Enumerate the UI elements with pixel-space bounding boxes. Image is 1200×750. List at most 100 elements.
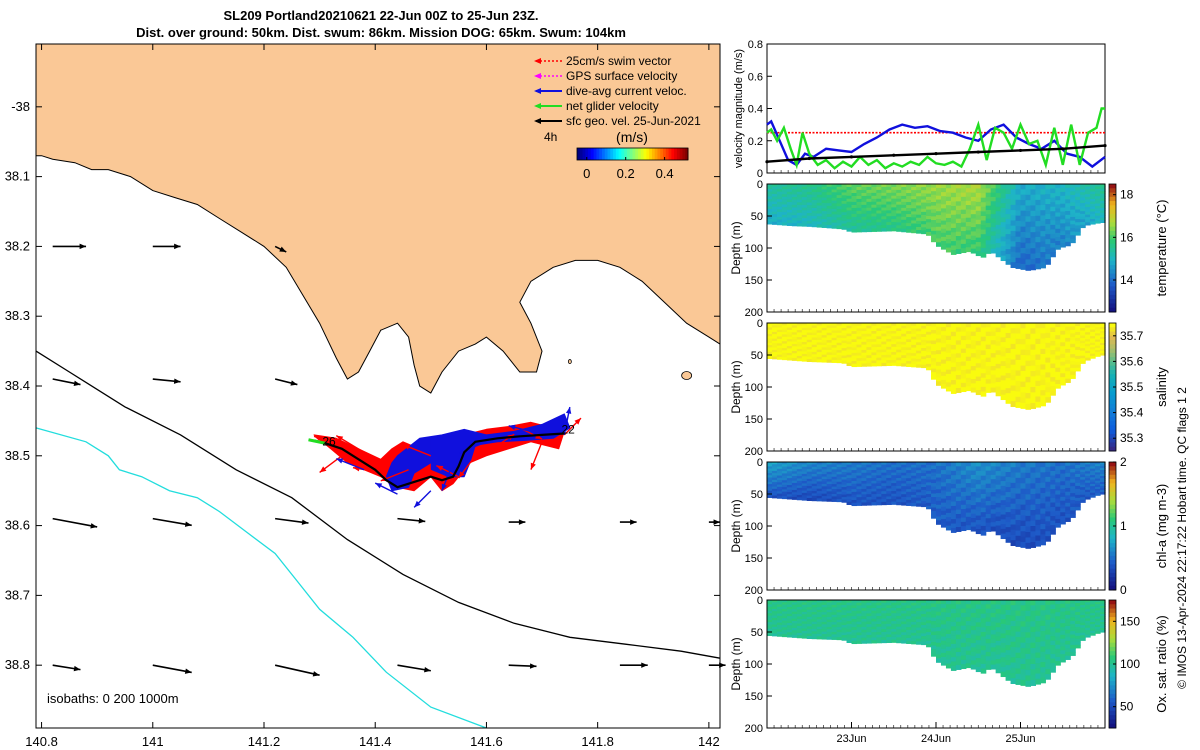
section-cell bbox=[881, 201, 887, 206]
section-cell bbox=[1085, 471, 1091, 475]
section-cell bbox=[931, 238, 937, 243]
section-colorbar-cell bbox=[1109, 252, 1116, 258]
section-cell bbox=[970, 608, 977, 614]
section-cell bbox=[791, 202, 798, 206]
section-cell bbox=[886, 344, 892, 348]
section-cell bbox=[950, 497, 957, 503]
section-cell bbox=[1005, 239, 1012, 245]
section-cell bbox=[955, 626, 962, 631]
section-cell bbox=[816, 471, 823, 475]
section-cell bbox=[1095, 622, 1101, 626]
section-cell bbox=[801, 349, 808, 353]
section-cell bbox=[1040, 508, 1046, 515]
section-cell bbox=[1005, 487, 1012, 493]
section-cell bbox=[821, 224, 828, 228]
section-cell bbox=[796, 337, 803, 341]
section-cell bbox=[960, 335, 967, 341]
section-cell bbox=[1070, 634, 1076, 639]
section-cell bbox=[980, 220, 987, 226]
section-cell bbox=[1095, 608, 1101, 611]
section-cell bbox=[990, 526, 997, 532]
section-cell bbox=[846, 605, 853, 609]
section-cell bbox=[876, 632, 882, 636]
section-cell bbox=[911, 193, 917, 197]
section-cell bbox=[851, 640, 858, 645]
section-cell bbox=[841, 353, 848, 357]
section-cell bbox=[856, 336, 863, 340]
section-cell bbox=[945, 327, 952, 333]
section-cell bbox=[1000, 652, 1007, 658]
section-cell bbox=[811, 624, 818, 628]
land-area bbox=[36, 44, 720, 393]
section-cell bbox=[786, 478, 793, 482]
section-cell bbox=[856, 189, 863, 194]
section-cell bbox=[970, 387, 977, 393]
section-cell bbox=[846, 480, 853, 484]
section-cell bbox=[1005, 348, 1012, 354]
section-cell bbox=[771, 477, 778, 481]
section-cell bbox=[796, 611, 803, 615]
section-cell bbox=[836, 632, 843, 636]
section-cell bbox=[896, 330, 902, 335]
section-cell bbox=[861, 491, 868, 495]
section-cell bbox=[871, 480, 877, 485]
section-cell bbox=[980, 471, 987, 477]
section-cell bbox=[1035, 525, 1041, 531]
section-cell bbox=[881, 357, 887, 361]
section-cell bbox=[771, 347, 778, 351]
section-cell bbox=[891, 634, 897, 638]
section-cell bbox=[816, 476, 823, 480]
section-cell bbox=[1030, 381, 1037, 388]
section-cell bbox=[1055, 220, 1061, 226]
colorbar-cell bbox=[624, 148, 628, 160]
section-cell bbox=[821, 359, 828, 363]
section-cell bbox=[916, 489, 922, 493]
section-cell bbox=[990, 231, 997, 237]
section-cell bbox=[1010, 401, 1017, 407]
section-cell bbox=[816, 342, 823, 346]
section-cell bbox=[836, 332, 843, 336]
section-cell bbox=[801, 189, 808, 193]
section-cell bbox=[1040, 220, 1046, 227]
section-cell bbox=[940, 359, 947, 365]
section-cell bbox=[945, 323, 952, 328]
section-cell bbox=[970, 656, 977, 661]
section-cell bbox=[995, 243, 1002, 249]
section-cell bbox=[1015, 231, 1022, 238]
section-cell bbox=[836, 330, 843, 334]
section-cell bbox=[851, 478, 858, 482]
section-cell bbox=[1000, 481, 1007, 487]
section-cell bbox=[940, 343, 947, 348]
section-cell bbox=[1075, 187, 1081, 191]
geo-velocity-arrow-head bbox=[73, 380, 81, 386]
chart-title-line2: Dist. over ground: 50km. Dist. swum: 86k… bbox=[136, 25, 626, 40]
section-cell bbox=[945, 470, 952, 476]
section-cell bbox=[901, 618, 907, 623]
section-cell bbox=[970, 201, 977, 207]
section-cell bbox=[1055, 192, 1061, 197]
section-cell bbox=[901, 494, 907, 498]
section-cell bbox=[1065, 218, 1071, 224]
section-cell bbox=[1080, 610, 1086, 614]
section-cell bbox=[886, 480, 892, 484]
section-cell bbox=[806, 202, 813, 206]
section-cell bbox=[995, 604, 1002, 610]
section-cell bbox=[791, 611, 798, 615]
section-cell bbox=[861, 216, 868, 221]
section-cell bbox=[796, 469, 803, 473]
section-cell bbox=[1065, 480, 1071, 485]
section-cell bbox=[876, 341, 882, 345]
section-cell bbox=[826, 342, 833, 346]
section-cell bbox=[876, 618, 882, 622]
section-cell bbox=[901, 613, 907, 617]
section-cell bbox=[1065, 237, 1071, 243]
section-cell bbox=[816, 186, 823, 190]
section-cell bbox=[801, 462, 808, 465]
section-cell bbox=[1075, 334, 1081, 339]
section-cell bbox=[906, 220, 912, 224]
section-cell bbox=[781, 186, 788, 190]
section-cell bbox=[990, 608, 997, 614]
section-cell bbox=[1080, 338, 1086, 342]
section-cell bbox=[906, 360, 912, 365]
section-cell bbox=[975, 376, 982, 382]
